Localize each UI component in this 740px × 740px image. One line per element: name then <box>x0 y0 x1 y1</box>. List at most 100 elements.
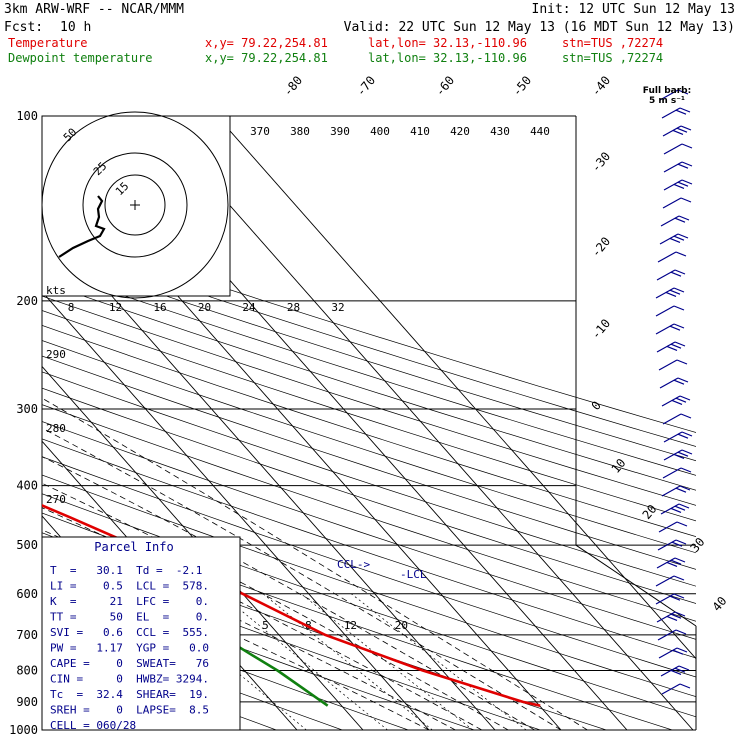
dewpoint-legend: Dewpoint temperature <box>8 51 153 65</box>
temperature-profile-line <box>42 504 541 707</box>
wind-barb-feather <box>676 359 688 365</box>
wind-barb-shaft <box>661 395 681 407</box>
forecast-hour: 10 h <box>60 20 91 35</box>
wind-barb <box>659 233 689 245</box>
wind-barb <box>658 647 688 659</box>
wind-barb <box>661 395 691 407</box>
pressure-label: 100 <box>16 109 38 123</box>
wind-barb-feather <box>675 487 687 493</box>
pressure-label: 300 <box>16 402 38 416</box>
mixing-ratio-line <box>220 593 388 730</box>
wind-barb-feather <box>673 287 685 293</box>
parcel-info-row: Tc = 32.4 SHEAR= 19. <box>50 688 209 701</box>
wind-barb-shaft <box>658 521 678 533</box>
dry-adiabat-line <box>42 595 409 730</box>
wind-barb-feather <box>673 593 685 599</box>
dry-adiabat-line <box>42 281 696 491</box>
parcel-info-row: SREH = 0 LAPSE= 8.5 <box>50 704 209 717</box>
dry-adiabat-line <box>42 371 696 587</box>
wind-barb <box>658 359 688 371</box>
wind-barb-feather <box>681 161 693 167</box>
parcel-info-row: CIN = 0 HWBZ= 3294. <box>50 673 209 686</box>
temperature-station: stn=TUS ,72274 <box>562 36 663 50</box>
wind-barb-feather <box>671 541 683 547</box>
wind-barb-feather <box>675 251 687 257</box>
wind-barb-feather <box>677 377 689 383</box>
wind-barb-shaft <box>656 269 676 281</box>
dewpoint-xy: x,y= 79.22,254.81 <box>205 51 328 65</box>
wind-barb <box>655 287 685 299</box>
hodo-ring-50 <box>41 111 229 299</box>
dry-adiabat-line <box>42 253 696 462</box>
mixing-ratio-label: 20 <box>395 619 408 632</box>
theta-label: 400 <box>370 125 390 138</box>
pressure-label: 200 <box>16 294 38 308</box>
parcel-info-row: CELL = 060/28 <box>50 719 136 732</box>
wind-barb-feather <box>673 235 685 241</box>
wind-barb <box>661 107 691 119</box>
isotherm-label: 10 <box>609 456 629 476</box>
wind-barb-shaft <box>659 233 679 245</box>
plot-slant-edge <box>575 544 697 627</box>
wind-barb-shaft <box>656 341 676 353</box>
dry-adiabat-label: 270 <box>46 493 66 506</box>
hodo-tick-label: 20 <box>198 301 211 314</box>
pressure-label: 700 <box>16 628 38 642</box>
wind-barb <box>662 197 692 209</box>
wind-barb-shaft <box>662 467 682 479</box>
wind-barb-shaft <box>659 377 679 389</box>
wind-barb <box>662 467 692 479</box>
wind-barb <box>661 683 691 695</box>
pressure-label: 400 <box>16 479 38 493</box>
wind-barb-feather <box>677 163 689 169</box>
wind-barb-feather <box>675 629 687 635</box>
parcel-info-panel: Parcel Info T = 30.1 Td = -2.1 LI = 0.5 LC… <box>41 536 241 732</box>
wind-barb-shaft <box>663 179 683 191</box>
wind-barb-feather <box>674 341 686 347</box>
wind-barb <box>663 161 693 173</box>
wind-barb-shaft <box>656 557 676 569</box>
isotherm-label: 0 <box>589 398 604 413</box>
dry-adiabat-line <box>42 267 696 476</box>
wind-barb-feather <box>669 237 681 243</box>
parcel-info-box <box>41 536 241 731</box>
dry-adiabat-line <box>42 340 696 554</box>
hodo-ring-25 <box>82 152 188 258</box>
wind-barb-shaft <box>657 251 677 263</box>
dry-adiabat-line <box>42 573 475 730</box>
wind-barb-feather <box>670 613 682 619</box>
wind-barb-feather <box>673 575 685 581</box>
wind-barb-shaft <box>661 683 681 695</box>
wind-barb-feather <box>673 305 685 311</box>
hodo-tick-label: 32 <box>331 301 344 314</box>
wind-barb-shaft <box>655 323 675 335</box>
hodo-tick-label: 8 <box>68 301 75 314</box>
wind-barb-feather <box>679 485 691 491</box>
wind-barb-feather <box>669 595 681 601</box>
wind-barb-feather <box>666 345 678 351</box>
dry-adiabat-line <box>42 227 696 433</box>
temperature-legend: Temperature <box>8 36 87 50</box>
wind-barb <box>657 251 687 263</box>
theta-label: 370 <box>250 125 270 138</box>
dry-adiabat-line <box>42 240 696 447</box>
wind-barb-feather <box>675 539 687 545</box>
isotherm-label: -50 <box>510 73 535 99</box>
wind-barb <box>655 323 685 335</box>
dry-adiabat-line <box>42 456 696 678</box>
wind-barb-shaft <box>661 107 681 119</box>
wind-barb-feather <box>679 683 691 689</box>
wind-barb-feather <box>670 343 682 349</box>
wind-barb <box>660 665 690 677</box>
wind-barb-feather <box>674 217 686 223</box>
wind-barb <box>657 629 687 641</box>
parcel-info-row: CAPE = 0 SWEAT= 76 <box>50 657 209 670</box>
wind-barb-feather <box>678 215 690 221</box>
model-title: 3km ARW-WRF -- NCAR/MMM <box>4 2 184 17</box>
dry-adiabat-line <box>42 387 696 604</box>
theta-label: 380 <box>290 125 310 138</box>
wind-barb-shaft <box>658 359 678 371</box>
dry-adiabat-line <box>42 355 696 570</box>
parcel-info-row: PW = 1.17 YGP = 0.0 <box>50 642 209 655</box>
wind-barb-feather <box>677 433 689 439</box>
